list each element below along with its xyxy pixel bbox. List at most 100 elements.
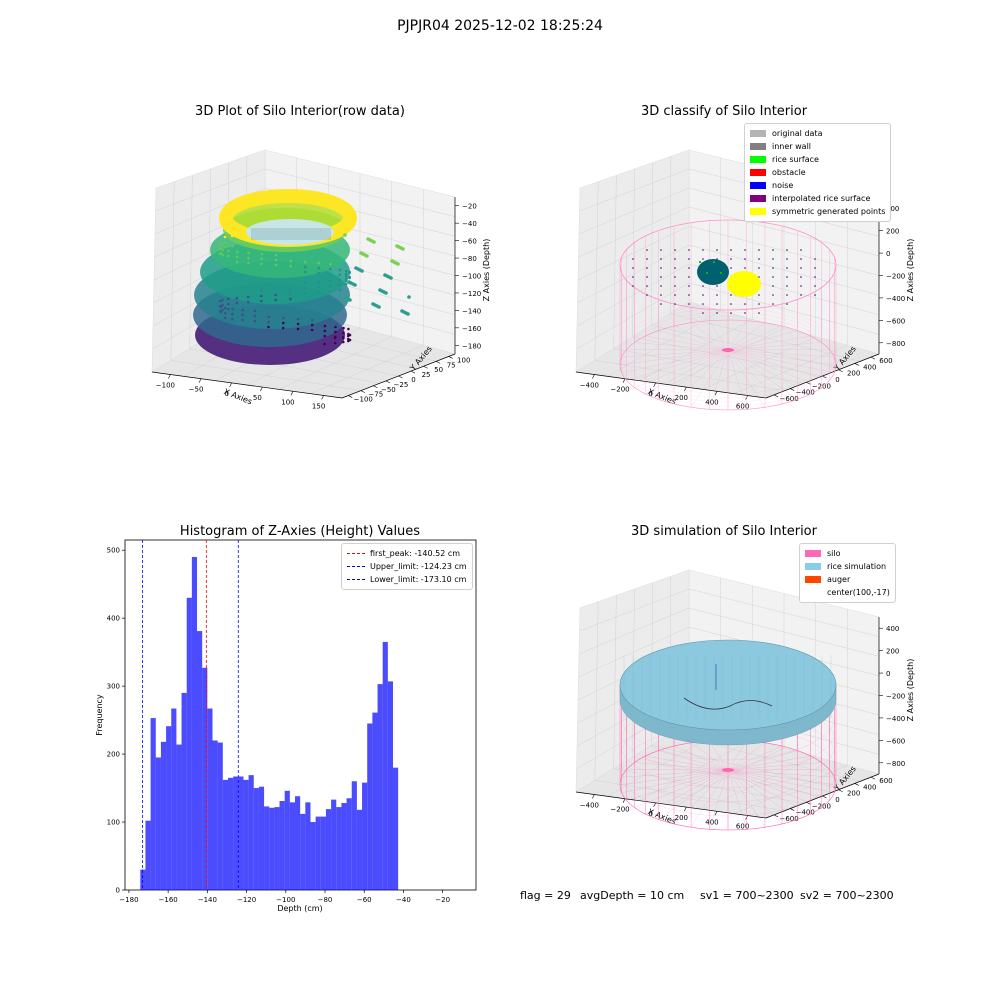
data-point [323, 342, 326, 346]
data-point [334, 325, 337, 329]
status-sv1: sv1 = 700~2300 [700, 889, 794, 902]
symmetric-cluster [727, 271, 761, 297]
interp-point [786, 249, 788, 251]
histogram-bar [166, 726, 172, 890]
histogram-bar [202, 667, 208, 890]
interp-point [716, 285, 718, 287]
legend-label: Upper_limit: -124.23 cm [370, 562, 467, 571]
legend-label: center(100,-17) [827, 588, 890, 597]
status-sv2: sv2 = 700~2300 [800, 889, 894, 902]
interp-point [716, 312, 718, 314]
silo-floor-spoke [621, 769, 729, 778]
histogram-bar [274, 807, 280, 890]
histogram-bar [160, 741, 167, 890]
grid-line [651, 162, 653, 326]
x-tick-label: 0 [648, 390, 652, 398]
x-tick-label: −180 [119, 896, 138, 904]
y-tick [822, 375, 827, 379]
data-point [310, 328, 314, 332]
interp-point [758, 312, 760, 314]
x-tick-label: −400 [580, 802, 599, 810]
legend-item: silo [805, 547, 890, 560]
histogram-bars [140, 556, 399, 890]
data-point [289, 297, 292, 301]
status-flag: flag = 29 [520, 889, 571, 902]
interp-point [786, 294, 788, 296]
histogram-bar [181, 692, 187, 890]
histogram-bar [295, 796, 301, 890]
silo-floor-spoke [634, 342, 729, 351]
data-point [338, 268, 342, 272]
data-point [329, 262, 332, 266]
silo-floor-spoke [727, 769, 830, 801]
interp-point [758, 258, 760, 260]
legend-swatch [805, 563, 821, 570]
outlier-point [366, 237, 370, 241]
z-tick-label: −120 [462, 290, 481, 298]
histogram-title: Histogram of Z-Axies (Height) Values [179, 524, 421, 539]
x-tick-label: −80 [318, 896, 333, 904]
histogram-ylabel: Frequency [95, 694, 104, 736]
outlier-point [344, 296, 348, 300]
silo-floor-spoke [673, 325, 729, 351]
data-point [303, 281, 307, 285]
histogram-bar [336, 807, 342, 890]
silo-floor-spoke [658, 349, 729, 400]
z-tick-label: 400 [886, 625, 899, 633]
interp-point [688, 267, 690, 269]
interp-point [786, 258, 788, 260]
data-point [227, 307, 230, 311]
legend-line-blue [347, 566, 365, 567]
interp-point [716, 303, 718, 305]
data-point [338, 278, 341, 282]
z-tick-label: −400 [886, 715, 905, 723]
data-point [274, 288, 277, 292]
data-point [274, 293, 277, 297]
histogram-yticks: 0 100 200 300 400 500 [107, 547, 125, 895]
z-tick-label: −600 [886, 317, 905, 325]
x-tick [168, 374, 171, 379]
interp-point [716, 294, 718, 296]
histogram-bar [289, 802, 296, 890]
silo-floor-spoke [645, 755, 729, 771]
data-point [344, 277, 348, 281]
outlier-point [354, 266, 358, 270]
silo-floor-spoke [727, 745, 783, 771]
silo-floor-spoke [727, 769, 783, 825]
histogram-bar [284, 790, 290, 890]
z-tick-label: −400 [886, 295, 905, 303]
legend-swatch [805, 550, 821, 557]
silo-floor-spoke [645, 335, 729, 351]
data-point [344, 279, 348, 283]
panel4-3d-plot: −400−20002004006006004002000−200−400−600… [575, 569, 915, 830]
data-point [235, 301, 239, 305]
interp-point [772, 276, 774, 278]
interp-point [814, 285, 816, 287]
x-tick-label: −120 [237, 896, 256, 904]
z-tick-label: −140 [462, 307, 481, 315]
histogram-bar [186, 597, 192, 890]
y-tick-label: 50 [434, 366, 443, 374]
interp-point [772, 249, 774, 251]
data-point [323, 329, 327, 333]
interp-point [632, 267, 634, 269]
data-point [259, 294, 263, 298]
x-tick [592, 794, 595, 799]
data-point [241, 313, 244, 317]
z-tick-label: 200 [886, 648, 899, 656]
outlier-point [383, 273, 387, 277]
z-tick-label: 400 [886, 205, 899, 213]
rice-point [713, 261, 715, 263]
histogram-bar [253, 788, 259, 890]
y-tick [410, 370, 416, 374]
x-tick-label: 200 [675, 814, 688, 822]
interp-point [660, 249, 662, 251]
outlier-point [378, 288, 382, 292]
data-point [303, 265, 307, 269]
interp-point [688, 303, 690, 305]
legend-line-red [347, 553, 365, 554]
z-tick-label: 0 [886, 670, 890, 678]
y-tick-label: 400 [863, 363, 876, 371]
data-point [282, 321, 285, 325]
